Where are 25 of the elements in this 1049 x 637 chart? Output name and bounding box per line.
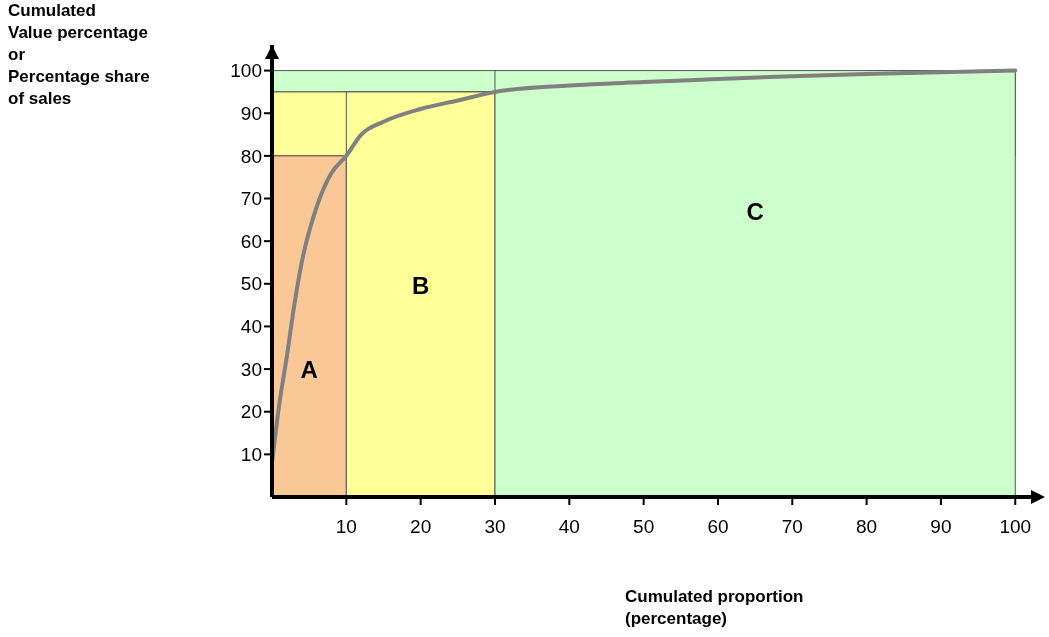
y-tick-label: 100 xyxy=(230,60,262,82)
y-tick-label: 90 xyxy=(240,102,262,124)
x-tick-label: 100 xyxy=(999,516,1032,537)
y-tick-label: 30 xyxy=(240,358,262,380)
band-label: C xyxy=(746,197,764,225)
band-label: B xyxy=(411,272,430,300)
x-tick-label: 20 xyxy=(410,516,432,537)
x-tick-label: 30 xyxy=(484,516,506,537)
y-tick-label: 50 xyxy=(240,273,262,295)
y-axis-title: Cumulated Value percentage or Percentage share of sales xyxy=(8,1,150,108)
x-tick-label: 60 xyxy=(707,516,729,537)
x-tick-label: 10 xyxy=(335,516,357,537)
y-tick-label: 80 xyxy=(240,145,262,167)
x-tick-label: 70 xyxy=(781,516,803,537)
x-axis-title: Cumulated proportion (percentage) xyxy=(625,587,804,628)
y-tick-label: 10 xyxy=(240,444,262,466)
y-tick-label: 60 xyxy=(240,230,262,252)
y-tick-label: 40 xyxy=(240,316,262,338)
band-label: A xyxy=(300,355,318,383)
x-tick-label: 50 xyxy=(633,516,655,537)
y-tick-label: 20 xyxy=(240,401,262,423)
x-tick-label: 40 xyxy=(558,516,580,537)
x-tick-label: 80 xyxy=(856,516,878,537)
y-tick-label: 70 xyxy=(240,188,262,210)
x-tick-label: 90 xyxy=(930,516,952,537)
